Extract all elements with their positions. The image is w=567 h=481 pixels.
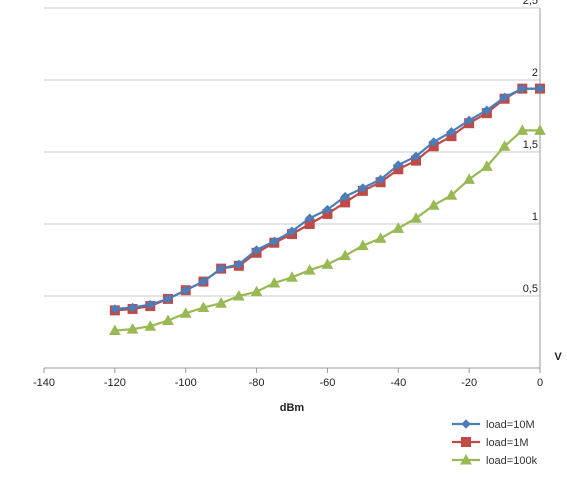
data-point (305, 213, 315, 223)
data-point (268, 277, 281, 288)
data-point (251, 245, 262, 255)
data-point (340, 191, 350, 202)
data-point (163, 294, 173, 304)
data-point (110, 304, 120, 314)
data-point (126, 323, 139, 334)
x-axis-title: dBm (280, 402, 305, 414)
data-point (517, 83, 527, 94)
data-point (393, 160, 403, 170)
data-point (482, 105, 492, 115)
series-line (114, 129, 540, 332)
data-point (427, 199, 440, 210)
x-tick-label: -120 (104, 377, 126, 389)
data-point (127, 302, 138, 313)
legend-marker (461, 437, 471, 447)
x-tick-label: -60 (319, 377, 335, 389)
y-tick-label: 0,5 (523, 283, 538, 295)
data-point (321, 258, 334, 269)
data-point (181, 285, 191, 295)
data-point (429, 137, 439, 147)
data-point (375, 174, 386, 185)
data-point (516, 124, 529, 135)
legend-label: load=10M (486, 419, 535, 431)
data-point (233, 289, 245, 301)
y-tick-label: 2,5 (523, 0, 538, 7)
data-point (250, 285, 263, 297)
data-point (534, 124, 546, 135)
data-point (269, 236, 279, 246)
data-point (498, 140, 511, 151)
data-point (197, 301, 210, 313)
y-tick-label: 2 (532, 67, 538, 79)
data-point (215, 297, 227, 308)
x-tick-label: -20 (461, 377, 477, 389)
legend-marker (461, 419, 471, 429)
data-point (303, 264, 316, 275)
x-tick-label: 0 (537, 377, 543, 389)
data-point (162, 314, 174, 325)
y-tick-label: 1,5 (523, 139, 538, 151)
series-line (114, 87, 540, 312)
data-point (234, 259, 244, 270)
data-point (216, 263, 226, 274)
y-tick-label: 1 (532, 211, 538, 223)
data-point (411, 151, 421, 162)
data-point (463, 173, 475, 184)
data-point (198, 276, 209, 287)
data-point (358, 183, 368, 193)
data-point (357, 239, 369, 251)
data-point (286, 271, 298, 282)
legend-label: load=1M (486, 437, 529, 449)
x-tick-label: -100 (175, 377, 197, 389)
data-point (481, 160, 493, 171)
data-point (392, 222, 405, 233)
data-point (179, 307, 192, 318)
data-point (339, 249, 351, 261)
series-line (114, 87, 540, 311)
data-point (322, 204, 333, 215)
x-tick-label: -80 (249, 377, 265, 389)
data-point (410, 212, 422, 223)
data-point (446, 127, 457, 137)
data-point (287, 226, 297, 236)
x-tick-label: -40 (390, 377, 406, 389)
x-tick-label: -140 (33, 377, 55, 389)
data-point (464, 115, 474, 126)
data-point (144, 320, 157, 331)
data-point (499, 92, 510, 102)
data-point (374, 232, 387, 243)
data-point (145, 299, 155, 310)
data-point (535, 83, 545, 94)
data-point (445, 189, 458, 200)
y-axis-title: V (554, 351, 562, 363)
legend-label: load=100k (486, 455, 538, 467)
data-point (109, 324, 121, 336)
legend-marker (460, 453, 472, 465)
